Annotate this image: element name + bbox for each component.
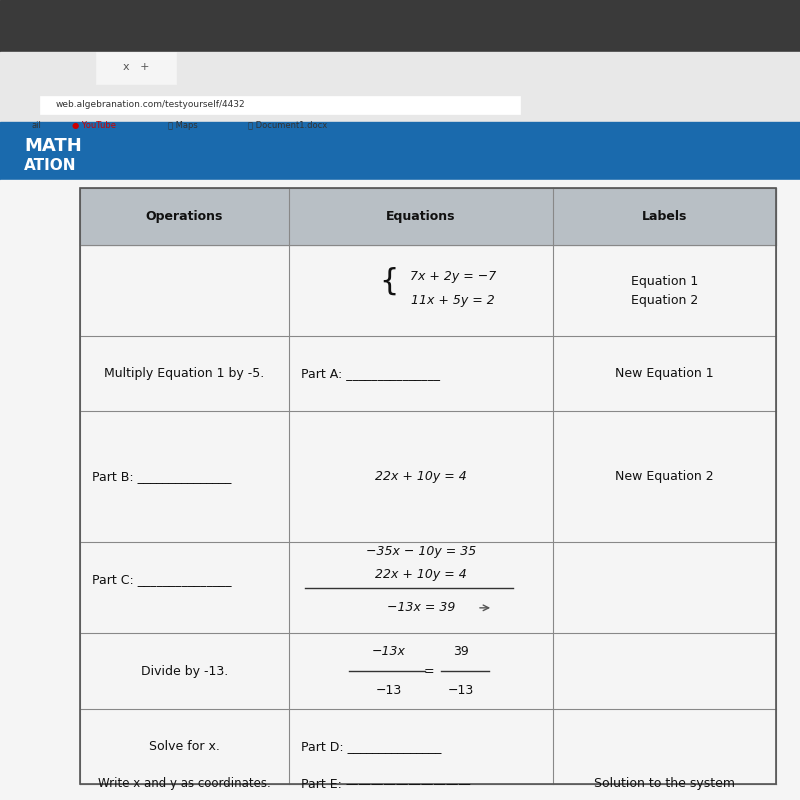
- Text: Solve for x.: Solve for x.: [149, 740, 220, 753]
- Text: Part E: ——————————: Part E: ——————————: [301, 778, 470, 790]
- Text: −13x = 39: −13x = 39: [387, 602, 455, 614]
- Text: 22x + 10y = 4: 22x + 10y = 4: [375, 470, 467, 483]
- Text: ail: ail: [32, 121, 42, 130]
- Text: MATH: MATH: [24, 137, 82, 154]
- Text: 7x + 2y = −7: 7x + 2y = −7: [410, 270, 496, 282]
- Text: 39: 39: [453, 646, 469, 658]
- Text: New Equation 1: New Equation 1: [615, 367, 714, 380]
- Text: −35x − 10y = 35: −35x − 10y = 35: [366, 546, 476, 558]
- Text: 22x + 10y = 4: 22x + 10y = 4: [375, 568, 467, 581]
- Text: −13: −13: [376, 684, 402, 697]
- Text: −13: −13: [448, 684, 474, 697]
- Text: 📄 Document1.docx: 📄 Document1.docx: [248, 121, 327, 130]
- Text: Part B: _______________: Part B: _______________: [92, 470, 231, 483]
- Bar: [96, 52, 176, 84]
- Text: Write x and y as coordinates.: Write x and y as coordinates.: [98, 778, 270, 790]
- Bar: [80, 188, 776, 245]
- Text: New Equation 2: New Equation 2: [615, 470, 714, 483]
- Bar: [0, 52, 800, 124]
- Text: ATION: ATION: [24, 158, 77, 173]
- Text: Equations: Equations: [386, 210, 456, 223]
- Text: 11x + 5y = 2: 11x + 5y = 2: [411, 294, 495, 306]
- Text: =: =: [424, 665, 434, 678]
- Text: Operations: Operations: [146, 210, 223, 223]
- Text: Multiply Equation 1 by -5.: Multiply Equation 1 by -5.: [104, 367, 265, 380]
- Text: Divide by -13.: Divide by -13.: [141, 665, 228, 678]
- Text: Labels: Labels: [642, 210, 687, 223]
- Text: x   +: x +: [122, 62, 150, 72]
- Text: Equation 1: Equation 1: [631, 274, 698, 287]
- Text: Part A: _______________: Part A: _______________: [301, 367, 440, 380]
- Text: −13x: −13x: [372, 646, 406, 658]
- Text: web.algebranation.com/testyourself/4432: web.algebranation.com/testyourself/4432: [56, 100, 246, 110]
- Text: 🗺 Maps: 🗺 Maps: [168, 121, 198, 130]
- Text: ● YouTube: ● YouTube: [72, 121, 116, 130]
- Text: Part C: _______________: Part C: _______________: [92, 574, 231, 586]
- Text: Part D: _______________: Part D: _______________: [301, 740, 441, 753]
- Bar: [0, 122, 800, 180]
- Bar: [0, 0, 800, 52]
- Bar: [80, 188, 776, 784]
- Text: Solution to the system: Solution to the system: [594, 778, 735, 790]
- Text: {: {: [379, 266, 398, 295]
- Text: Equation 2: Equation 2: [631, 294, 698, 306]
- Bar: [40, 96, 520, 114]
- Bar: [0, 180, 800, 800]
